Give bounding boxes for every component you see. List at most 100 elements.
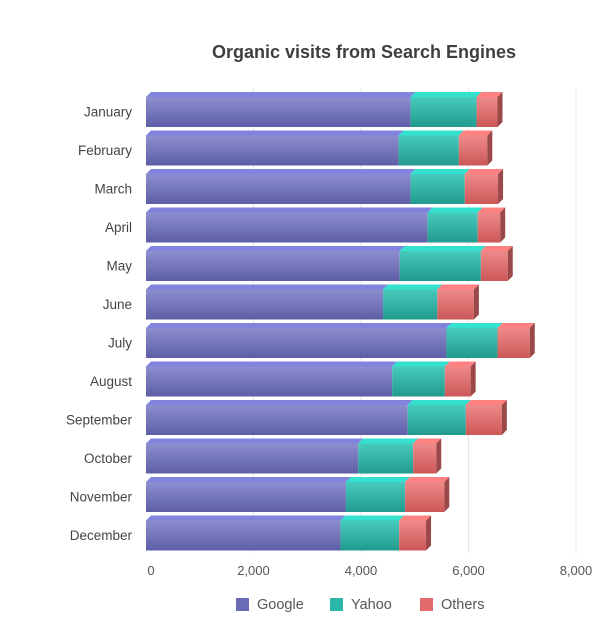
- bar-yahoo-november[interactable]: [345, 477, 411, 512]
- bar-front-face: [477, 212, 501, 243]
- bar-top-face: [146, 323, 452, 328]
- bar-top-face: [446, 323, 503, 328]
- bar-front-face: [146, 135, 399, 166]
- bar-yahoo-february[interactable]: [398, 130, 464, 166]
- bar-group-november: [146, 477, 450, 512]
- bar-top-face: [358, 438, 419, 444]
- bar-group-october: [146, 438, 442, 474]
- bar-top-face: [410, 169, 470, 174]
- bar-top-face: [146, 515, 346, 521]
- legend-item-google[interactable]: Google: [236, 597, 304, 613]
- bar-google-october[interactable]: [146, 438, 364, 474]
- legend-label: Yahoo: [351, 597, 392, 613]
- bar-yahoo-march[interactable]: [410, 169, 470, 204]
- bar-top-face: [383, 284, 443, 290]
- category-label-june: June: [103, 297, 132, 312]
- bar-google-june[interactable]: [146, 284, 389, 320]
- legend-swatch: [420, 598, 433, 611]
- bar-others-july[interactable]: [497, 323, 535, 358]
- legend-item-others[interactable]: Others: [420, 597, 485, 613]
- bar-front-face: [340, 520, 400, 551]
- bar-side-face: [529, 323, 535, 358]
- bar-google-may[interactable]: [146, 246, 405, 281]
- bar-yahoo-october[interactable]: [358, 438, 419, 474]
- bar-yahoo-december[interactable]: [340, 515, 405, 551]
- bar-group-february: [146, 130, 493, 166]
- legend-item-yahoo[interactable]: Yahoo: [330, 597, 392, 613]
- bar-google-april[interactable]: [146, 207, 433, 243]
- category-label-september: September: [66, 413, 133, 428]
- legend: Google Yahoo Others: [236, 597, 485, 613]
- bar-yahoo-july[interactable]: [446, 323, 503, 358]
- bar-side-face: [500, 207, 506, 243]
- legend-label: Google: [257, 597, 304, 613]
- x-tick-label: 0: [147, 563, 154, 578]
- bar-front-face: [427, 212, 478, 243]
- category-label-december: December: [70, 528, 133, 543]
- bars-layer: [146, 92, 535, 551]
- bar-side-face: [497, 92, 503, 127]
- x-tick-label: 8,000: [560, 563, 593, 578]
- bar-side-face: [426, 515, 432, 551]
- bar-google-march[interactable]: [146, 169, 416, 204]
- bar-side-face: [487, 130, 493, 166]
- bar-yahoo-may[interactable]: [399, 246, 486, 281]
- bar-others-april[interactable]: [477, 207, 506, 243]
- bar-google-december[interactable]: [146, 515, 346, 551]
- bar-group-june: [146, 284, 479, 320]
- bar-group-march: [146, 169, 504, 204]
- legend-swatch: [236, 598, 249, 611]
- bar-front-face: [358, 443, 414, 474]
- bar-front-face: [407, 405, 466, 435]
- bar-others-august[interactable]: [444, 361, 476, 397]
- bar-top-face: [476, 92, 503, 97]
- category-label-february: February: [78, 143, 132, 158]
- bar-others-september[interactable]: [465, 400, 507, 435]
- bar-front-face: [146, 251, 400, 281]
- bar-front-face: [446, 328, 498, 358]
- bar-front-face: [146, 289, 384, 320]
- bar-top-face: [146, 246, 405, 251]
- bar-top-face: [399, 515, 432, 521]
- bar-front-face: [345, 482, 406, 512]
- bar-side-face: [436, 438, 442, 474]
- bar-others-february[interactable]: [458, 130, 493, 166]
- bar-top-face: [413, 438, 442, 444]
- bar-others-december[interactable]: [399, 515, 432, 551]
- bar-side-face: [501, 400, 507, 435]
- bar-front-face: [410, 174, 465, 204]
- bar-front-face: [146, 328, 447, 358]
- bar-top-face: [146, 169, 416, 174]
- bar-google-august[interactable]: [146, 361, 398, 397]
- bar-yahoo-september[interactable]: [407, 400, 471, 435]
- bar-top-face: [405, 477, 450, 482]
- bar-google-february[interactable]: [146, 130, 404, 166]
- bar-top-face: [480, 246, 513, 251]
- bar-yahoo-april[interactable]: [427, 207, 483, 243]
- bar-others-november[interactable]: [405, 477, 450, 512]
- bar-front-face: [458, 135, 488, 166]
- bar-others-may[interactable]: [480, 246, 513, 281]
- bar-front-face: [497, 328, 530, 358]
- bar-yahoo-august[interactable]: [392, 361, 450, 397]
- bar-google-january[interactable]: [146, 92, 416, 127]
- bar-others-june[interactable]: [437, 284, 479, 320]
- bar-front-face: [398, 135, 459, 166]
- bar-others-january[interactable]: [476, 92, 503, 127]
- bar-yahoo-january[interactable]: [410, 92, 482, 127]
- category-label-november: November: [70, 490, 133, 505]
- bar-google-july[interactable]: [146, 323, 452, 358]
- bar-front-face: [392, 366, 445, 397]
- bar-top-face: [146, 400, 413, 405]
- x-tick-label: 6,000: [452, 563, 485, 578]
- bar-google-september[interactable]: [146, 400, 413, 435]
- bar-front-face: [464, 174, 499, 204]
- bar-others-october[interactable]: [413, 438, 442, 474]
- bar-google-november[interactable]: [146, 477, 351, 512]
- bar-yahoo-june[interactable]: [383, 284, 443, 320]
- bar-front-face: [146, 482, 346, 512]
- bar-others-march[interactable]: [464, 169, 504, 204]
- bar-front-face: [480, 251, 508, 281]
- x-tick-label: 2,000: [237, 563, 270, 578]
